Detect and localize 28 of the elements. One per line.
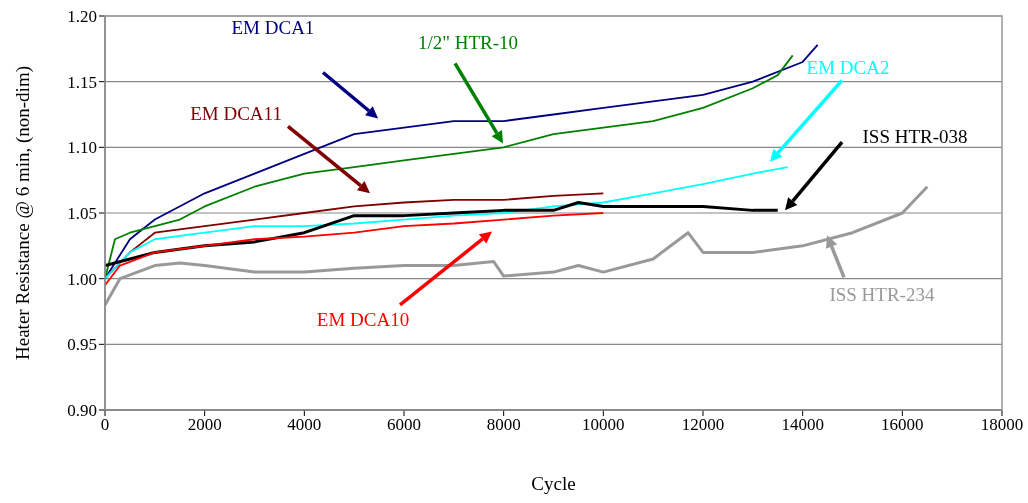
line-series	[105, 212, 605, 287]
text: EM DCA1	[231, 17, 315, 39]
y-axis-title: Heater Resistance @ 6 min, (non-dim)	[11, 66, 34, 360]
y-tick-label: 1.10	[67, 138, 97, 158]
text: EM DCA10	[316, 308, 410, 330]
text: ISS HTR-038	[862, 126, 968, 148]
line-series	[105, 166, 789, 280]
x-tick-label: 4000	[287, 415, 322, 435]
x-tick-label: 10000	[582, 415, 625, 435]
y-tick-label: 1.20	[67, 7, 97, 27]
y-tick-label: 1.05	[67, 204, 97, 224]
x-tick-label: 0	[100, 415, 110, 435]
text: EM DCA11	[190, 102, 282, 124]
y-tick-label: 1.15	[67, 72, 97, 92]
x-tick-label: 6000	[387, 415, 421, 435]
text: EM DCA2	[806, 56, 890, 78]
legend-label: ISS HTR-234	[829, 283, 935, 305]
y-tick-label: 0.90	[67, 401, 97, 421]
x-tick-label: 18000	[980, 415, 1024, 435]
x-tick-label: 12000	[681, 415, 725, 435]
text: 1/2" HTR-10	[417, 31, 519, 53]
x-tick-label: 16000	[881, 415, 924, 435]
y-tick-label: 1.00	[67, 269, 97, 289]
x-tick-label: 14000	[781, 415, 824, 435]
y-tick-label: 0.95	[67, 335, 97, 355]
x-tick-label: 2000	[187, 415, 222, 435]
x-axis-title: Cycle	[531, 473, 576, 494]
x-tick-label: 8000	[486, 415, 521, 435]
